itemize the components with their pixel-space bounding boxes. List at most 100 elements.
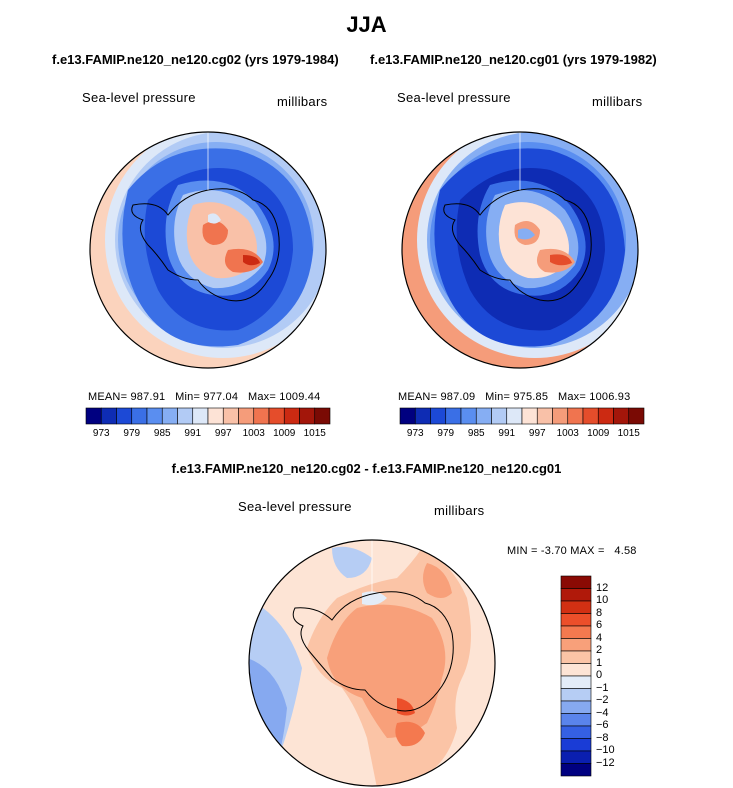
panel-2-colorbar-swatch-12 — [582, 407, 599, 425]
panel-1-colorbar-swatch-5 — [161, 407, 178, 425]
panel-2-max-label: Max= — [557, 391, 586, 403]
diff-panel-stats: MIN = -3.70 MAX = 4.58 — [507, 545, 637, 557]
panel-2-colorbar-swatch-2 — [430, 407, 447, 425]
panel-2-colorbar — [399, 407, 645, 425]
panel-1-stats: MEAN= 987.91 Min= 977.04 Max= 1009.44 — [88, 391, 320, 403]
panel-2-colorbar-swatch-3 — [445, 407, 462, 425]
panel-1-colorbar-tick-label: 1003 — [242, 428, 265, 439]
panel-1-colorbar-tick-label: 991 — [184, 428, 202, 439]
diff-colorbar-tick-label: −8 — [596, 731, 609, 744]
panel-2-min-value: 975.85 — [513, 391, 549, 403]
panel-2-subtitle: f.e13.FAMIP.ne120_ne120.cg01 (yrs 1979-1… — [370, 52, 657, 67]
panel-2-colorbar-tick-label: 1003 — [556, 428, 579, 439]
diff-colorbar-tick-label: 12 — [596, 581, 609, 594]
diff-colorbar-tick-label: −1 — [596, 681, 609, 694]
panel-2-colorbar-swatch-6 — [491, 407, 508, 425]
panel-1-subtitle: f.e13.FAMIP.ne120_ne120.cg02 (yrs 1979-1… — [52, 52, 339, 67]
panel-2-stats: MEAN= 987.09 Min= 975.85 Max= 1006.93 — [398, 391, 630, 403]
panel-1-colorbar-swatch-8 — [207, 407, 224, 425]
panel-2-colorbar-tick-label: 997 — [528, 428, 546, 439]
diff-colorbar-tick-label: −10 — [596, 744, 615, 756]
panel-2-colorbar-swatch-4 — [460, 407, 477, 425]
panel-1-colorbar-swatch-14 — [299, 407, 316, 425]
diff-colorbar-tick-label: 0 — [596, 669, 603, 681]
diff-colorbar-swatch-6 — [560, 650, 592, 664]
panel-2-colorbar-ticks: 973 979 985 991 997 1003 1009 1015 — [400, 428, 644, 442]
panel-2-map — [401, 130, 639, 369]
diff-colorbar-tick-label: 8 — [596, 606, 603, 619]
diff-colorbar-swatch-11 — [560, 713, 592, 727]
panel-1-colorbar-tick-label: 1009 — [273, 428, 296, 439]
diff-max-value: 4.58 — [614, 545, 637, 557]
panel-1-mean-label: MEAN= — [88, 391, 128, 403]
diff-colorbar-swatch-14 — [560, 750, 592, 764]
diff-colorbar — [560, 575, 592, 777]
diff-colorbar-tick-label: −4 — [596, 706, 609, 719]
diff-colorbar-ticks: 12 10 8 6 4 2 1 0 −1 −2 −4 −6 −8 −10 −12 — [596, 576, 626, 776]
diff-colorbar-tick-label: −2 — [596, 694, 609, 706]
diff-colorbar-swatch-12 — [560, 725, 592, 739]
diff-colorbar-tick-label: 1 — [596, 656, 603, 669]
diff-colorbar-tick-label: 6 — [596, 619, 603, 631]
panel-1-colorbar-swatch-12 — [268, 407, 285, 425]
diff-colorbar-swatch-7 — [560, 663, 592, 677]
diff-min-value: -3.70 — [540, 545, 567, 557]
diff-colorbar-tick-label: 2 — [596, 644, 603, 656]
panel-1-colorbar-swatch-7 — [192, 407, 209, 425]
panel-1-max-label: Max= — [247, 391, 276, 403]
panel-1-min-value: 977.04 — [203, 391, 239, 403]
panel-2-colorbar-tick-label: 1009 — [587, 428, 610, 439]
panel-1-max-value: 1009.44 — [279, 391, 321, 403]
panel-1-colorbar-tick-label: 1015 — [303, 428, 326, 439]
diff-colorbar-swatch-2 — [560, 600, 592, 614]
panel-2-colorbar-swatch-13 — [597, 407, 614, 425]
panel-2-min-label: Min= — [485, 391, 511, 403]
panel-2-colorbar-tick-label: 1015 — [617, 428, 640, 439]
diff-max-label: MAX = — [570, 545, 605, 557]
panel-1-units-label: millibars — [277, 94, 328, 109]
diff-colorbar-tick-label: 4 — [596, 631, 603, 644]
panel-1-colorbar-ticks: 973 979 985 991 997 1003 1009 1015 — [86, 428, 330, 442]
panel-2-colorbar-swatch-11 — [567, 407, 584, 425]
panel-1-colorbar-swatch-15 — [314, 407, 331, 425]
panel-2-mean-value: 987.09 — [440, 391, 476, 403]
panel-1-colorbar-swatch-10 — [238, 407, 255, 425]
panel-1-colorbar-swatch-6 — [177, 407, 194, 425]
panel-1-colorbar — [85, 407, 331, 425]
panel-1-colorbar-swatch-0 — [85, 407, 102, 425]
diff-panel-subtitle: f.e13.FAMIP.ne120_ne120.cg02 - f.e13.FAM… — [171, 461, 562, 476]
diff-panel-field-label: Sea-level pressure — [238, 499, 352, 514]
diff-colorbar-swatch-5 — [560, 638, 592, 652]
diff-colorbar-swatch-1 — [560, 588, 592, 602]
panel-1-min-label: Min= — [175, 391, 201, 403]
diff-colorbar-swatch-13 — [560, 738, 592, 752]
panel-2-colorbar-swatch-0 — [399, 407, 416, 425]
panel-2-colorbar-swatch-1 — [414, 407, 431, 425]
diff-colorbar-tick-label: −6 — [596, 719, 609, 731]
panel-2-units-label: millibars — [592, 94, 643, 109]
panel-2-colorbar-swatch-10 — [552, 407, 569, 425]
panel-2-colorbar-swatch-9 — [536, 407, 553, 425]
panel-2-colorbar-swatch-15 — [628, 407, 645, 425]
panel-1-colorbar-swatch-3 — [131, 407, 148, 425]
panel-1-colorbar-swatch-1 — [100, 407, 117, 425]
panel-2-mean-label: MEAN= — [398, 391, 438, 403]
diff-panel-units-label: millibars — [434, 503, 485, 518]
panel-2-colorbar-tick-label: 973 — [406, 428, 424, 439]
panel-1-map — [89, 130, 327, 369]
diff-colorbar-swatch-10 — [560, 700, 592, 714]
diff-colorbar-swatch-8 — [560, 675, 592, 689]
panel-1-colorbar-swatch-11 — [253, 407, 270, 425]
diff-colorbar-tick-label: 10 — [596, 594, 609, 606]
panel-1-colorbar-tick-label: 985 — [153, 428, 171, 439]
panel-2-field-label: Sea-level pressure — [397, 90, 511, 105]
panel-2-colorbar-tick-label: 985 — [467, 428, 485, 439]
panel-1-colorbar-swatch-13 — [283, 407, 300, 425]
panel-2-colorbar-tick-label: 991 — [498, 428, 516, 439]
panel-1-colorbar-tick-label: 979 — [123, 428, 141, 439]
diff-colorbar-swatch-0 — [560, 575, 592, 589]
panel-2-colorbar-swatch-14 — [613, 407, 630, 425]
panel-2-colorbar-swatch-8 — [521, 407, 538, 425]
panel-2-max-value: 1006.93 — [589, 391, 631, 403]
panel-1-field-label: Sea-level pressure — [82, 90, 196, 105]
